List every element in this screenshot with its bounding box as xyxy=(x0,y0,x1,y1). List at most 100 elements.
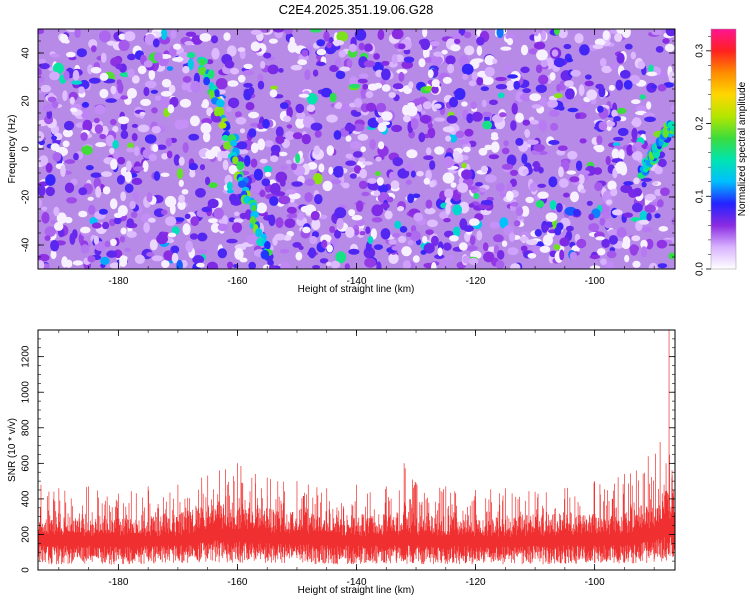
heatmap-cell xyxy=(409,230,421,242)
heatmap-cell xyxy=(72,260,83,266)
heatmap-cell xyxy=(326,145,335,156)
heatmap-cell xyxy=(429,41,440,47)
heatmap-cell xyxy=(597,248,606,256)
heatmap-cell xyxy=(401,246,412,257)
snr-y-ticks: 0 200 400 600 800 1000 1200 xyxy=(21,329,675,573)
heatmap-cell xyxy=(269,183,281,195)
heatmap-cell xyxy=(71,80,83,85)
heatmap-cell xyxy=(54,221,64,231)
heatmap-cell xyxy=(513,80,521,90)
heatmap-cell xyxy=(381,111,393,121)
heatmap-cell xyxy=(440,257,450,269)
heatmap-cell xyxy=(365,226,371,234)
heatmap-cell xyxy=(484,66,495,77)
heatmap-cell xyxy=(267,259,274,266)
heatmap-cell xyxy=(353,165,362,174)
heatmap-cell xyxy=(646,212,652,222)
heatmap-cell xyxy=(573,208,581,217)
heatmap-cell xyxy=(375,156,382,162)
heatmap-cell xyxy=(99,72,109,81)
heatmap-cell xyxy=(217,248,227,259)
heatmap-cell xyxy=(559,237,570,247)
heatmap-cell xyxy=(90,66,102,74)
heatmap-cell xyxy=(335,70,346,80)
heatmap-cell xyxy=(112,139,119,149)
heatmap-cell xyxy=(476,76,484,86)
heatmap-cell xyxy=(542,234,554,246)
heatmap-cell xyxy=(95,142,107,148)
heatmap-cell xyxy=(493,244,500,254)
heatmap-cell xyxy=(166,66,174,71)
heatmap-cell xyxy=(463,225,474,233)
x-tick-label: -160 xyxy=(227,276,247,287)
y-tick-label: 400 xyxy=(21,490,32,507)
heatmap-cell xyxy=(278,68,284,73)
heatmap-cell xyxy=(182,142,189,154)
y-tick-label: 1000 xyxy=(21,381,32,404)
heatmap-feature-cell xyxy=(260,249,270,260)
heatmap-cell xyxy=(283,29,293,35)
heatmap-cell xyxy=(98,208,108,215)
heatmap-cell xyxy=(418,132,426,143)
heatmap-cell xyxy=(279,164,288,171)
heatmap-cell xyxy=(354,98,363,108)
heatmap-cell xyxy=(381,68,391,81)
heatmap-cell xyxy=(588,213,595,221)
heatmap-cell xyxy=(117,116,130,125)
heatmap-cell xyxy=(655,46,664,53)
heatmap-feature-cell xyxy=(207,69,215,80)
heatmap-cell xyxy=(109,262,121,269)
heatmap-cell xyxy=(110,85,117,95)
heatmap-cell xyxy=(87,196,94,201)
heatmap-cell xyxy=(644,193,657,201)
heatmap-cell xyxy=(425,147,432,156)
heatmap-cell xyxy=(47,96,57,103)
heatmap-cell xyxy=(286,213,298,219)
heatmap-cell xyxy=(586,89,598,100)
heatmap-cell xyxy=(483,251,495,263)
heatmap-cell xyxy=(38,198,43,209)
heatmap-cell xyxy=(348,83,361,89)
heatmap-cell xyxy=(524,129,531,138)
heatmap-cell xyxy=(365,102,377,112)
heatmap-cell xyxy=(377,122,387,132)
heatmap-cell xyxy=(575,112,581,119)
heatmap-cell xyxy=(437,247,443,257)
heatmap-cell xyxy=(499,112,507,118)
heatmap-cell xyxy=(510,201,519,207)
heatmap-cell xyxy=(594,182,603,192)
heatmap-cell xyxy=(611,109,618,118)
heatmap-cell xyxy=(227,80,239,87)
heatmap-cell xyxy=(601,238,610,248)
heatmap-cell xyxy=(358,157,366,162)
heatmap-cell xyxy=(646,71,658,77)
heatmap-cell xyxy=(358,180,368,190)
heatmap-cell xyxy=(131,123,138,128)
heatmap-cell xyxy=(119,235,126,243)
heatmap-cell xyxy=(431,86,439,94)
heatmap-cell xyxy=(38,131,45,142)
heatmap-cell xyxy=(329,64,339,73)
heatmap-cell xyxy=(312,265,321,269)
heatmap-cell xyxy=(575,160,583,172)
heatmap-cell xyxy=(316,49,327,56)
heatmap-cell xyxy=(668,71,675,83)
heatmap-cell xyxy=(76,48,88,58)
heatmap-cell xyxy=(99,133,107,140)
heatmap-cell xyxy=(540,30,547,41)
heatmap-cell xyxy=(259,190,266,198)
heatmap-cell xyxy=(116,175,125,185)
heatmap-cell xyxy=(480,86,489,92)
heatmap-cell xyxy=(381,60,390,66)
heatmap-cell xyxy=(345,153,353,159)
heatmap-cell xyxy=(525,196,535,204)
heatmap-cell xyxy=(56,212,67,224)
heatmap-cell xyxy=(80,244,90,254)
heatmap-cell xyxy=(81,101,90,108)
heatmap-cell xyxy=(301,133,311,145)
heatmap-cell xyxy=(596,135,603,145)
heatmap-cell xyxy=(533,144,545,152)
heatmap-cell xyxy=(553,29,560,36)
heatmap-cell xyxy=(82,119,93,132)
heatmap-cell xyxy=(533,41,546,50)
